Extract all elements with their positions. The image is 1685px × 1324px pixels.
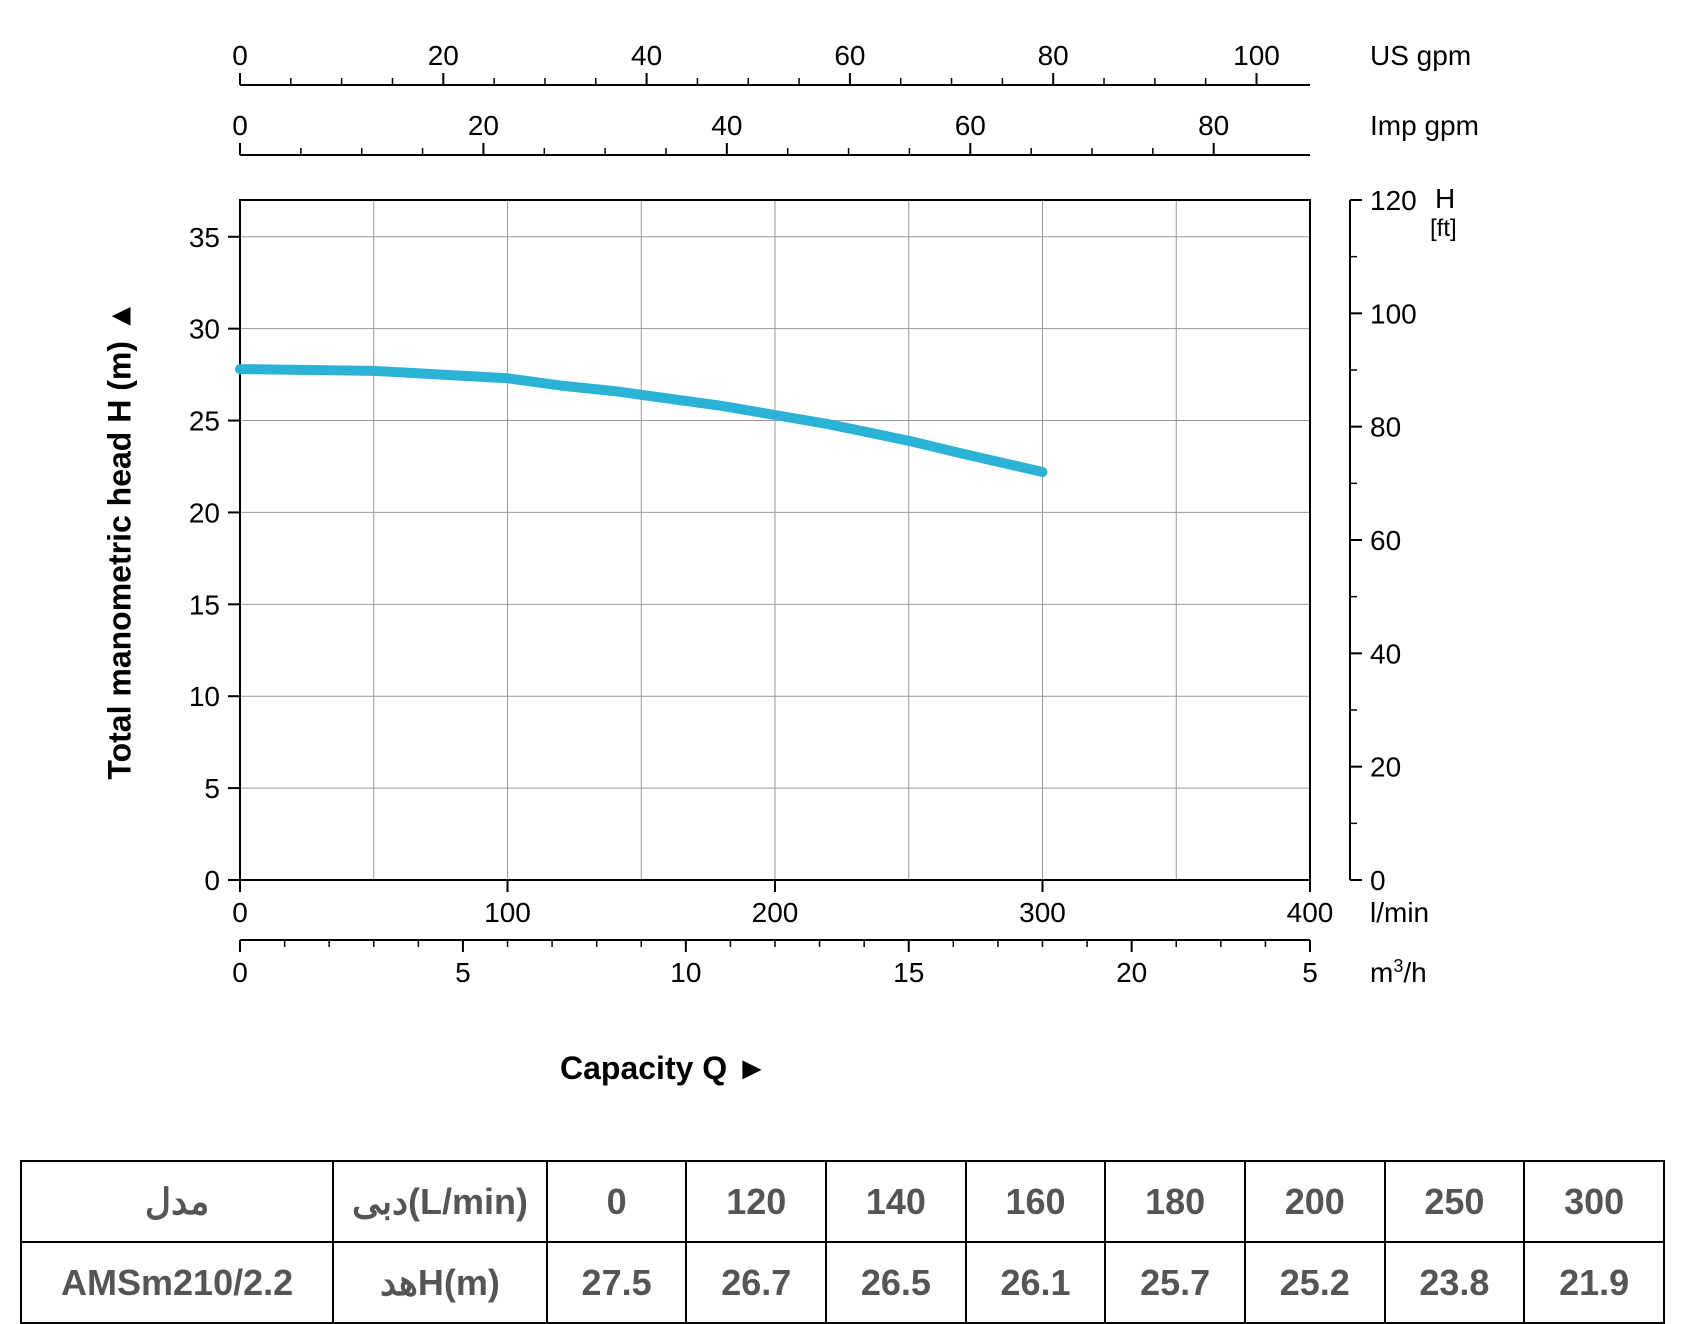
x-impgpm-tick: 80	[1198, 110, 1229, 141]
y-left-tick: 15	[189, 589, 220, 620]
x-lmin-tick: 300	[1019, 897, 1066, 928]
x-m3h-tick: 15	[893, 957, 924, 988]
x-impgpm-tick: 0	[232, 110, 248, 141]
x-usgpm-tick: 40	[631, 40, 662, 71]
y-left-tick: 20	[189, 497, 220, 528]
pump-data-table: مدلدبی(L/min)0120140160180200250300AMSm2…	[20, 1160, 1665, 1324]
table-header-row: مدلدبی(L/min)0120140160180200250300	[21, 1161, 1664, 1242]
table-cell: AMSm210/2.2	[21, 1242, 333, 1323]
table-header-cell: 250	[1385, 1161, 1525, 1242]
table-cell: 26.5	[826, 1242, 966, 1323]
x-usgpm-tick: 20	[428, 40, 459, 71]
y-left-tick: 25	[189, 406, 220, 437]
page-root: 05101520253035020406080100120H[ft]010020…	[0, 0, 1685, 1317]
y-right-label-h: H	[1435, 183, 1455, 214]
table-cell: 26.7	[686, 1242, 826, 1323]
table-cell: 21.9	[1524, 1242, 1664, 1323]
table-cell: 23.8	[1385, 1242, 1525, 1323]
table-cell: 25.7	[1105, 1242, 1245, 1323]
y-left-tick: 35	[189, 222, 220, 253]
y-left-tick: 10	[189, 681, 220, 712]
table-header-cell: 180	[1105, 1161, 1245, 1242]
table-header-cell: 140	[826, 1161, 966, 1242]
x-lmin-unit: l/min	[1370, 897, 1429, 928]
x-usgpm-tick: 60	[834, 40, 865, 71]
x-m3h-tick: 5	[455, 957, 471, 988]
table-header-cell: 300	[1524, 1161, 1664, 1242]
data-table-container: مدلدبی(L/min)0120140160180200250300AMSm2…	[20, 1160, 1665, 1324]
x-lmin-tick: 0	[232, 897, 248, 928]
table-cell: 26.1	[966, 1242, 1106, 1323]
table-header-cell: 120	[686, 1161, 826, 1242]
y-axis-label: Total manometric head H (m) ▲	[102, 300, 139, 779]
pump-curve-chart: 05101520253035020406080100120H[ft]010020…	[0, 0, 1685, 1110]
x-lmin-tick: 200	[752, 897, 799, 928]
table-header-cell: دبی(L/min)	[333, 1161, 547, 1242]
table-header-cell: 0	[547, 1161, 687, 1242]
x-m3h-tick: 20	[1116, 957, 1147, 988]
y-right-tick: 40	[1370, 638, 1401, 669]
table-cell: 25.2	[1245, 1242, 1385, 1323]
y-left-tick: 5	[204, 773, 220, 804]
table-header-cell: مدل	[21, 1161, 333, 1242]
x-lmin-tick: 100	[484, 897, 531, 928]
y-right-tick: 100	[1370, 298, 1417, 329]
y-right-tick: 80	[1370, 412, 1401, 443]
x-usgpm-tick: 0	[232, 40, 248, 71]
x-m3h-unit: m3/h	[1370, 956, 1427, 988]
y-right-tick: 60	[1370, 525, 1401, 556]
x-impgpm-tick: 60	[955, 110, 986, 141]
x-impgpm-unit: Imp gpm	[1370, 110, 1479, 141]
x-axis-label: Capacity Q ►	[560, 1050, 768, 1087]
x-usgpm-unit: US gpm	[1370, 40, 1471, 71]
x-lmin-tick: 400	[1287, 897, 1334, 928]
x-usgpm-tick: 100	[1233, 40, 1280, 71]
table-header-cell: 160	[966, 1161, 1106, 1242]
x-impgpm-tick: 20	[468, 110, 499, 141]
table-header-cell: 200	[1245, 1161, 1385, 1242]
y-right-tick: 0	[1370, 865, 1386, 896]
chart-container: 05101520253035020406080100120H[ft]010020…	[0, 0, 1685, 1110]
x-m3h-tick: 5	[1302, 957, 1318, 988]
table-cell: هدH(m)	[333, 1242, 547, 1323]
x-impgpm-tick: 40	[711, 110, 742, 141]
table-row: AMSm210/2.2هدH(m)27.526.726.526.125.725.…	[21, 1242, 1664, 1323]
y-left-tick: 30	[189, 314, 220, 345]
table-cell: 27.5	[547, 1242, 687, 1323]
y-right-tick: 120	[1370, 185, 1417, 216]
y-right-tick: 20	[1370, 752, 1401, 783]
x-usgpm-tick: 80	[1038, 40, 1069, 71]
x-m3h-tick: 10	[670, 957, 701, 988]
y-right-label-ft: [ft]	[1430, 215, 1457, 242]
y-left-tick: 0	[204, 865, 220, 896]
x-m3h-tick: 0	[232, 957, 248, 988]
